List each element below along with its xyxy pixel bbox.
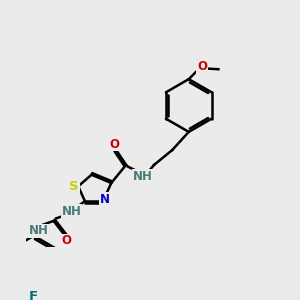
- Text: F: F: [29, 290, 38, 300]
- Text: O: O: [62, 234, 72, 247]
- Text: NH: NH: [29, 224, 49, 237]
- Text: N: N: [100, 193, 110, 206]
- Text: NH: NH: [133, 170, 152, 183]
- Text: S: S: [69, 180, 79, 193]
- Text: O: O: [110, 138, 120, 151]
- Text: NH: NH: [62, 205, 82, 218]
- Text: O: O: [197, 60, 207, 73]
